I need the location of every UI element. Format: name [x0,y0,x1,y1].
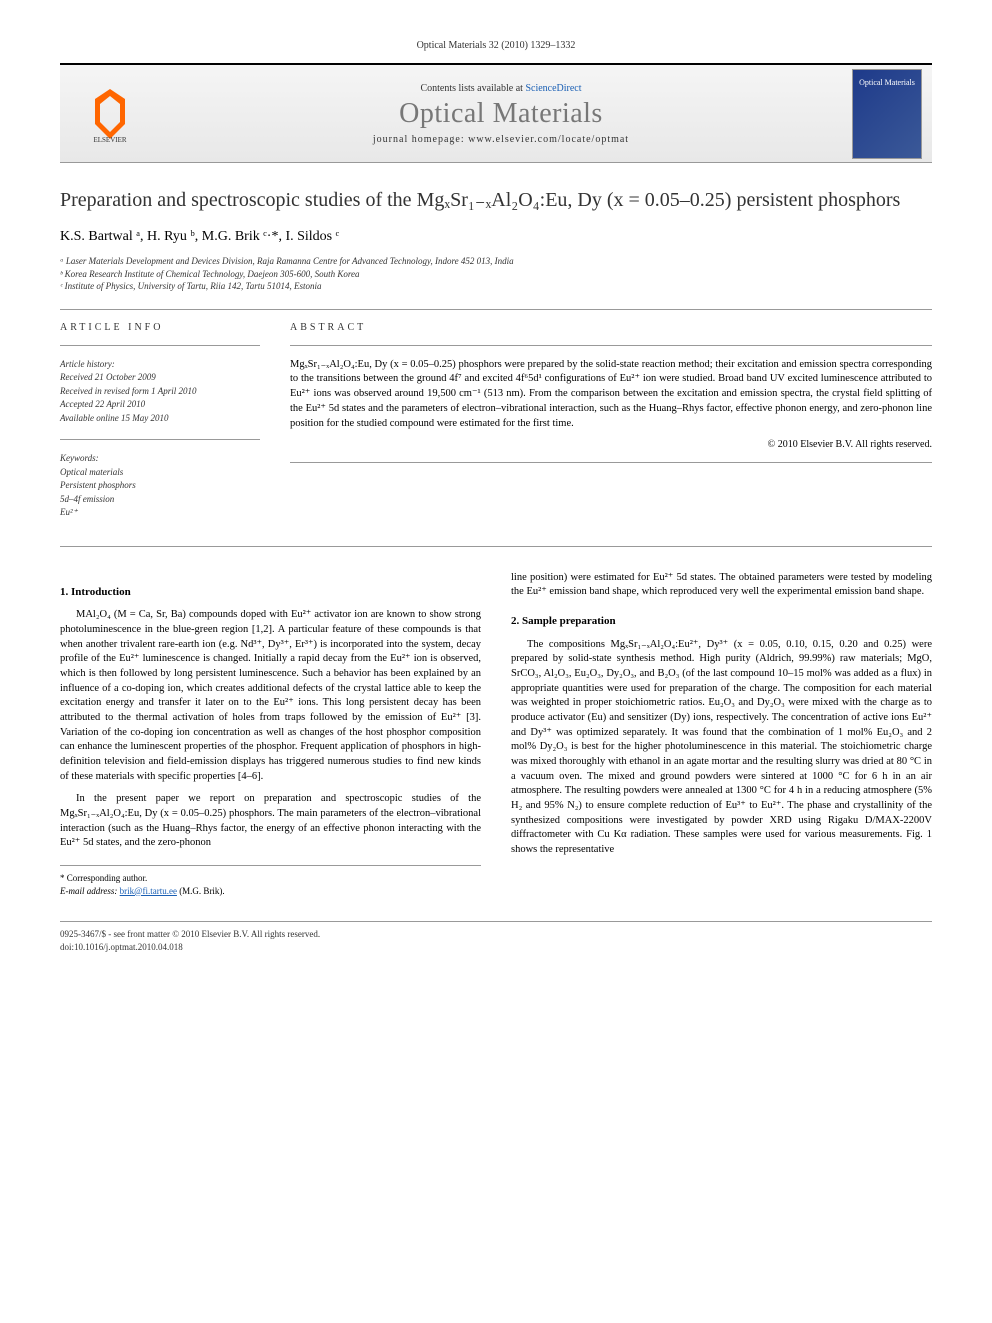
divider [60,439,260,440]
contents-prefix: Contents lists available at [420,83,525,94]
article-history: Article history: Received 21 October 200… [60,358,260,426]
homepage-line: journal homepage: www.elsevier.com/locat… [160,134,842,145]
history-online: Available online 15 May 2010 [60,412,260,426]
footer-left: 0925-3467/$ - see front matter © 2010 El… [60,928,320,953]
article-info-heading: ARTICLE INFO [60,322,260,333]
svg-text:ELSEVIER: ELSEVIER [93,136,126,144]
divider [290,345,932,346]
affiliation-b: ᵇ Korea Research Institute of Chemical T… [60,268,932,281]
authors: K.S. Bartwal ᵃ, H. Ryu ᵇ, M.G. Brik ᶜ·*,… [60,229,932,245]
journal-cover-thumbnail: Optical Materials [852,69,922,159]
keyword-2: Persistent phosphors [60,479,260,493]
keywords-block: Keywords: Optical materials Persistent p… [60,452,260,520]
homepage-prefix: journal homepage: [373,134,468,145]
journal-name: Optical Materials [160,98,842,130]
homepage-url: www.elsevier.com/locate/optmat [468,134,629,145]
left-column: 1. Introduction MAl₂O₄ (M = Ca, Sr, Ba) … [60,571,481,898]
affiliation-c: ᶜ Institute of Physics, University of Ta… [60,280,932,293]
banner-center: Contents lists available at ScienceDirec… [160,83,842,145]
keyword-3: 5d–4f emission [60,493,260,507]
sample-paragraph-1: The compositions MgₓSr₁₋ₓAl₂O₄:Eu²⁺, Dy³… [511,638,932,858]
affiliation-a: ᵃ Laser Materials Development and Device… [60,255,932,268]
col2-continuation: line position) were estimated for Eu²⁺ 5… [511,571,932,600]
info-abstract-row: ARTICLE INFO Article history: Received 2… [60,322,932,534]
abstract-text: MgₓSr₁₋ₓAl₂O₄:Eu, Dy (x = 0.05–0.25) pho… [290,358,932,431]
article-info-column: ARTICLE INFO Article history: Received 2… [60,322,260,534]
intro-paragraph-2: In the present paper we report on prepar… [60,792,481,851]
section-sample-heading: 2. Sample preparation [511,614,932,629]
email-name: (M.G. Brik). [177,886,225,896]
intro-paragraph-1: MAl₂O₄ (M = Ca, Sr, Ba) compounds doped … [60,608,481,784]
history-revised: Received in revised form 1 April 2010 [60,385,260,399]
divider [60,309,932,310]
divider [60,345,260,346]
divider [290,462,932,463]
cover-label: Optical Materials [859,78,915,87]
article-title: Preparation and spectroscopic studies of… [60,187,932,213]
contents-line: Contents lists available at ScienceDirec… [160,83,842,94]
history-label: Article history: [60,358,260,372]
history-received: Received 21 October 2009 [60,371,260,385]
page-footer: 0925-3467/$ - see front matter © 2010 El… [60,921,932,953]
body-columns: 1. Introduction MAl₂O₄ (M = Ca, Sr, Ba) … [60,571,932,898]
abstract-column: ABSTRACT MgₓSr₁₋ₓAl₂O₄:Eu, Dy (x = 0.05–… [290,322,932,534]
affiliations: ᵃ Laser Materials Development and Device… [60,255,932,293]
email-label: E-mail address: [60,886,120,896]
corresponding-label: * Corresponding author. [60,872,481,885]
sciencedirect-link[interactable]: ScienceDirect [525,83,581,94]
elsevier-logo: ELSEVIER [70,74,150,154]
journal-banner: ELSEVIER Contents lists available at Sci… [60,63,932,163]
history-accepted: Accepted 22 April 2010 [60,398,260,412]
page-citation: Optical Materials 32 (2010) 1329–1332 [60,40,932,51]
section-intro-heading: 1. Introduction [60,585,481,600]
abstract-heading: ABSTRACT [290,322,932,333]
divider [60,546,932,547]
email-link[interactable]: brik@fi.tartu.ee [120,886,177,896]
keyword-1: Optical materials [60,466,260,480]
corresponding-email-line: E-mail address: brik@fi.tartu.ee (M.G. B… [60,885,481,898]
abstract-copyright: © 2010 Elsevier B.V. All rights reserved… [290,439,932,450]
footer-doi: doi:10.1016/j.optmat.2010.04.018 [60,941,320,954]
keywords-label: Keywords: [60,452,260,466]
right-column: line position) were estimated for Eu²⁺ 5… [511,571,932,898]
keyword-4: Eu²⁺ [60,506,260,520]
footer-issn: 0925-3467/$ - see front matter © 2010 El… [60,928,320,941]
corresponding-author: * Corresponding author. E-mail address: … [60,865,481,897]
